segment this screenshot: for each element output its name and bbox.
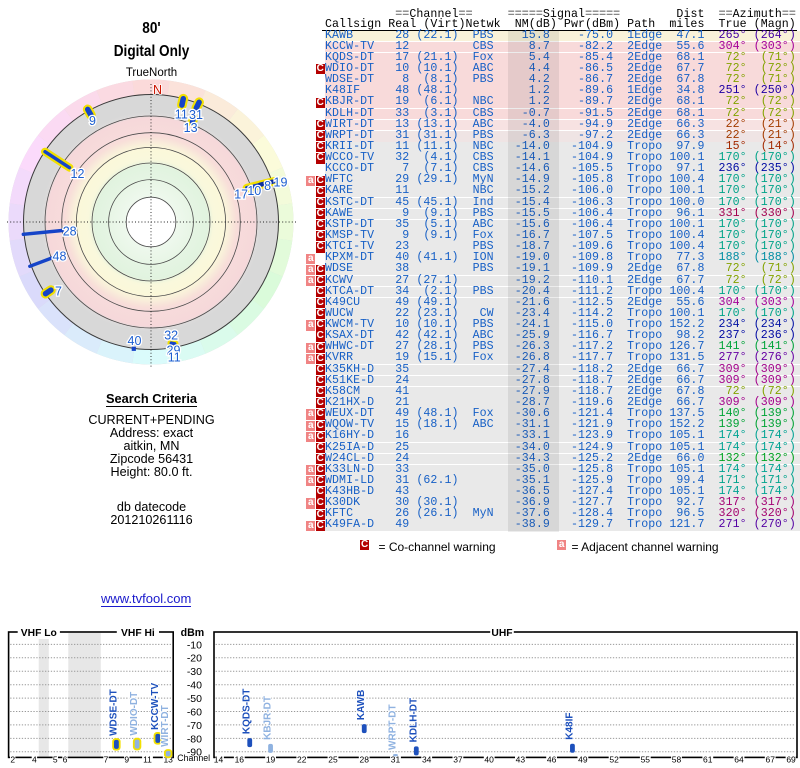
svg-text:UHF: UHF bbox=[491, 628, 512, 639]
svg-text:37: 37 bbox=[453, 755, 463, 765]
svg-text:5: 5 bbox=[53, 755, 58, 765]
svg-text:11: 11 bbox=[175, 108, 188, 122]
svg-text:WDSE-DT: WDSE-DT bbox=[108, 689, 119, 736]
svg-text:Channel: Channel bbox=[177, 753, 210, 763]
svg-text:28: 28 bbox=[360, 755, 370, 765]
svg-text:28: 28 bbox=[63, 225, 77, 239]
svg-text:7: 7 bbox=[55, 285, 62, 299]
svg-text:KQDS-DT: KQDS-DT bbox=[242, 689, 253, 735]
svg-text:KCCW-TV: KCCW-TV bbox=[150, 682, 161, 729]
svg-text:9: 9 bbox=[124, 755, 129, 765]
svg-text:9: 9 bbox=[89, 114, 96, 128]
svg-text:31: 31 bbox=[189, 108, 203, 122]
svg-text:10: 10 bbox=[247, 184, 261, 198]
svg-text:VHF Hi: VHF Hi bbox=[121, 628, 155, 639]
svg-text:WDIO-DT: WDIO-DT bbox=[129, 692, 140, 736]
svg-text:40: 40 bbox=[484, 755, 494, 765]
svg-text:-30: -30 bbox=[187, 666, 202, 678]
svg-text:-60: -60 bbox=[187, 706, 202, 718]
svg-text:-10: -10 bbox=[187, 639, 202, 651]
svg-text:8: 8 bbox=[264, 179, 271, 193]
svg-text:34: 34 bbox=[422, 755, 432, 765]
svg-text:KBJR-DT: KBJR-DT bbox=[263, 696, 274, 740]
svg-text:19: 19 bbox=[274, 176, 288, 190]
svg-text:46: 46 bbox=[547, 755, 557, 765]
svg-text:22: 22 bbox=[297, 755, 307, 765]
svg-text:55: 55 bbox=[641, 755, 651, 765]
svg-text:K48IF: K48IF bbox=[564, 713, 575, 740]
svg-text:-40: -40 bbox=[187, 680, 202, 692]
svg-text:49: 49 bbox=[578, 755, 588, 765]
svg-text:KAWB: KAWB bbox=[356, 690, 367, 721]
svg-text:WIRT-DT: WIRT-DT bbox=[160, 705, 171, 747]
svg-text:11: 11 bbox=[168, 351, 181, 365]
svg-text:43: 43 bbox=[516, 755, 526, 765]
svg-text:61: 61 bbox=[703, 755, 713, 765]
svg-text:58: 58 bbox=[672, 755, 682, 765]
svg-text:4: 4 bbox=[32, 755, 37, 765]
svg-text:48: 48 bbox=[53, 249, 67, 263]
svg-text:14: 14 bbox=[214, 755, 224, 765]
svg-text:16: 16 bbox=[235, 755, 245, 765]
svg-text:6: 6 bbox=[63, 755, 68, 765]
svg-text:31: 31 bbox=[391, 755, 401, 765]
svg-text:-70: -70 bbox=[187, 720, 202, 732]
svg-text:-80: -80 bbox=[187, 733, 202, 745]
svg-text:29: 29 bbox=[167, 344, 181, 358]
svg-text:7: 7 bbox=[104, 755, 109, 765]
svg-text:32: 32 bbox=[164, 329, 178, 343]
svg-text:52: 52 bbox=[609, 755, 619, 765]
svg-text:-20: -20 bbox=[187, 653, 202, 665]
svg-text:-50: -50 bbox=[187, 693, 202, 705]
svg-text:2: 2 bbox=[10, 755, 15, 765]
svg-text:VHF Lo: VHF Lo bbox=[21, 628, 57, 639]
svg-text:13: 13 bbox=[163, 755, 173, 765]
svg-text:19: 19 bbox=[266, 755, 276, 765]
svg-text:64: 64 bbox=[734, 755, 744, 765]
svg-text:-90: -90 bbox=[187, 747, 202, 759]
svg-text:KDLH-DT: KDLH-DT bbox=[408, 698, 419, 742]
svg-text:69: 69 bbox=[786, 755, 796, 765]
svg-text:25: 25 bbox=[328, 755, 338, 765]
svg-text:WRPT-DT: WRPT-DT bbox=[387, 704, 398, 750]
svg-text:17: 17 bbox=[234, 188, 248, 202]
svg-text:13: 13 bbox=[184, 121, 198, 135]
svg-text:67: 67 bbox=[765, 755, 775, 765]
svg-text:40: 40 bbox=[128, 334, 142, 348]
svg-text:12: 12 bbox=[71, 167, 85, 181]
svg-text:11: 11 bbox=[143, 755, 152, 765]
svg-text:dBm: dBm bbox=[181, 627, 205, 639]
svg-text:N: N bbox=[153, 83, 162, 97]
